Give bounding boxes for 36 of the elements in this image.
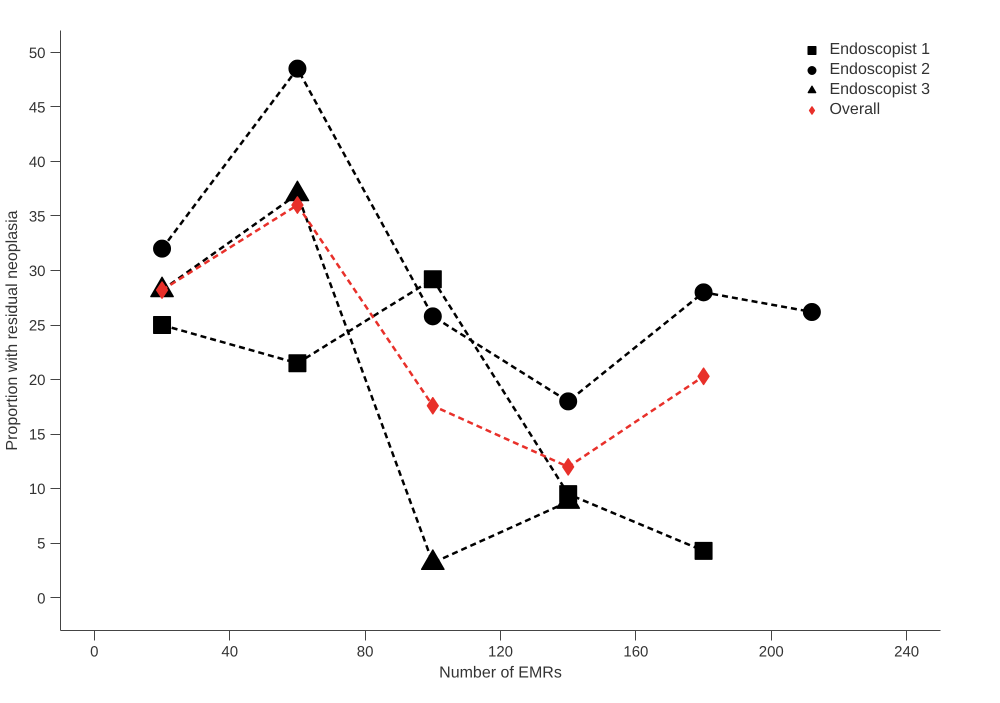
legend-label: Overall xyxy=(829,101,880,119)
point xyxy=(424,307,442,326)
x-tick-label: 0 xyxy=(90,644,99,660)
point xyxy=(288,60,306,78)
x-tick-label: 120 xyxy=(488,644,514,660)
y-axis-title: Proportion with residual neoplasia xyxy=(4,210,21,451)
point xyxy=(802,302,821,321)
point xyxy=(288,354,306,372)
y-tick-label: 5 xyxy=(37,536,46,553)
y-tick-label: 20 xyxy=(28,372,46,390)
y-tick-label: 25 xyxy=(28,318,46,335)
point xyxy=(697,367,710,386)
point xyxy=(559,392,578,410)
point xyxy=(153,316,172,334)
x-tick-label: 160 xyxy=(623,644,648,660)
x-axis-title: Number of EMRs xyxy=(439,664,562,682)
legend-label: Endoscopist 2 xyxy=(829,61,930,79)
legend-label: Endoscopist 1 xyxy=(829,41,930,59)
y-tick-label: 35 xyxy=(28,208,46,226)
legend-label: Endoscopist 3 xyxy=(829,81,930,99)
y-tick-label: 50 xyxy=(28,44,46,62)
point xyxy=(424,270,442,288)
point xyxy=(291,196,304,214)
x-tick-label: 200 xyxy=(758,644,784,660)
point xyxy=(694,283,713,302)
point xyxy=(153,240,172,258)
x-tick-label: 240 xyxy=(894,644,920,660)
y-tick-label: 0 xyxy=(37,590,46,608)
point xyxy=(694,542,713,560)
y-tick-label: 45 xyxy=(28,99,46,116)
y-tick-label: 10 xyxy=(28,481,46,498)
x-tick-label: 80 xyxy=(356,644,374,660)
y-tick-label: 30 xyxy=(28,263,46,280)
x-tick-label: 40 xyxy=(221,644,238,660)
y-tick-label: 40 xyxy=(28,154,46,171)
y-tick-label: 15 xyxy=(28,426,46,444)
